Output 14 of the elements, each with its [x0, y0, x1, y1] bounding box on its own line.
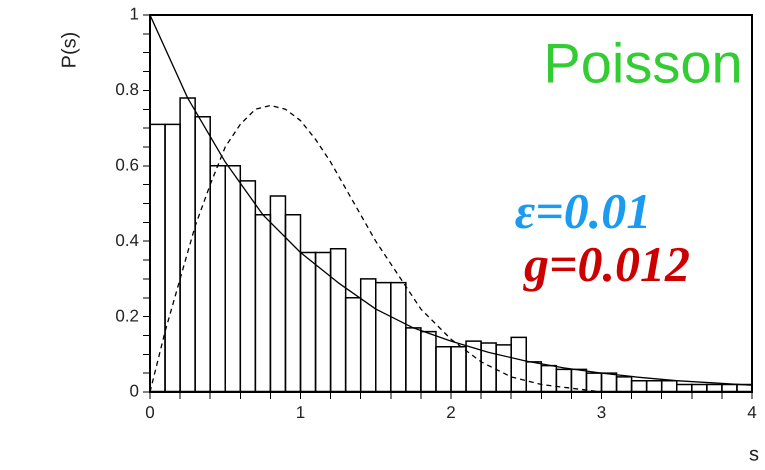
x-tick-label: 3 — [596, 402, 606, 422]
y-tick-label: 0.4 — [115, 230, 139, 250]
x-tick-label: 4 — [747, 402, 757, 422]
x-tick-label: 2 — [446, 402, 456, 422]
annotation: Poisson — [543, 31, 743, 94]
y-tick-label: 0.2 — [115, 306, 139, 326]
x-tick-label: 0 — [145, 402, 155, 422]
y-tick-label: 0 — [130, 382, 139, 401]
y-axis-title: P(s) — [58, 32, 81, 68]
x-axis-title: s — [749, 444, 759, 466]
y-tick-label: 0.6 — [115, 155, 139, 174]
y-tick-label: 1 — [130, 4, 139, 24]
x-tick-label: 1 — [296, 402, 306, 422]
y-tick-label: 0.8 — [115, 80, 139, 100]
